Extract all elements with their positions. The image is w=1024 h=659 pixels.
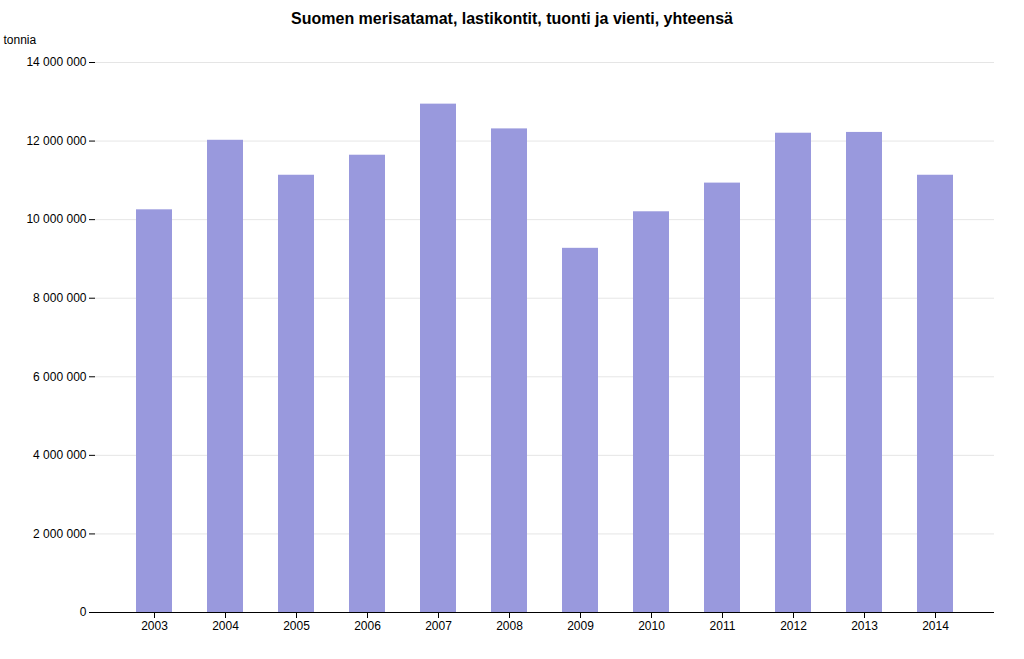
svg-text:2005: 2005 — [283, 619, 310, 633]
svg-text:2011: 2011 — [710, 619, 736, 633]
svg-text:2010: 2010 — [638, 619, 665, 633]
svg-text:2009: 2009 — [567, 619, 594, 633]
svg-text:0: 0 — [80, 605, 87, 619]
html-text:Suomen merisatamat, lastikonti: Suomen merisatamat, lastikontit, tuonti … — [291, 10, 733, 27]
svg-text:14 000 000: 14 000 000 — [26, 55, 86, 69]
svg-text:10 000 000: 10 000 000 — [26, 212, 86, 226]
svg-text:2013: 2013 — [851, 619, 878, 633]
svg-text:2006: 2006 — [354, 619, 381, 633]
svg-text:2004: 2004 — [212, 619, 239, 633]
svg-text:12 000 000: 12 000 000 — [26, 134, 86, 148]
svg-text:4 000 000: 4 000 000 — [33, 448, 87, 462]
svg-text:2014: 2014 — [922, 619, 949, 633]
svg-text:tonnia: tonnia — [4, 33, 37, 47]
svg-text:2003: 2003 — [141, 619, 168, 633]
svg-text:6 000 000: 6 000 000 — [33, 370, 87, 384]
svg-text:8 000 000: 8 000 000 — [33, 291, 87, 305]
svg-text:2008: 2008 — [496, 619, 523, 633]
svg-text:2 000 000: 2 000 000 — [33, 527, 87, 541]
svg-text:2012: 2012 — [780, 619, 807, 633]
svg-text:2007: 2007 — [425, 619, 452, 633]
